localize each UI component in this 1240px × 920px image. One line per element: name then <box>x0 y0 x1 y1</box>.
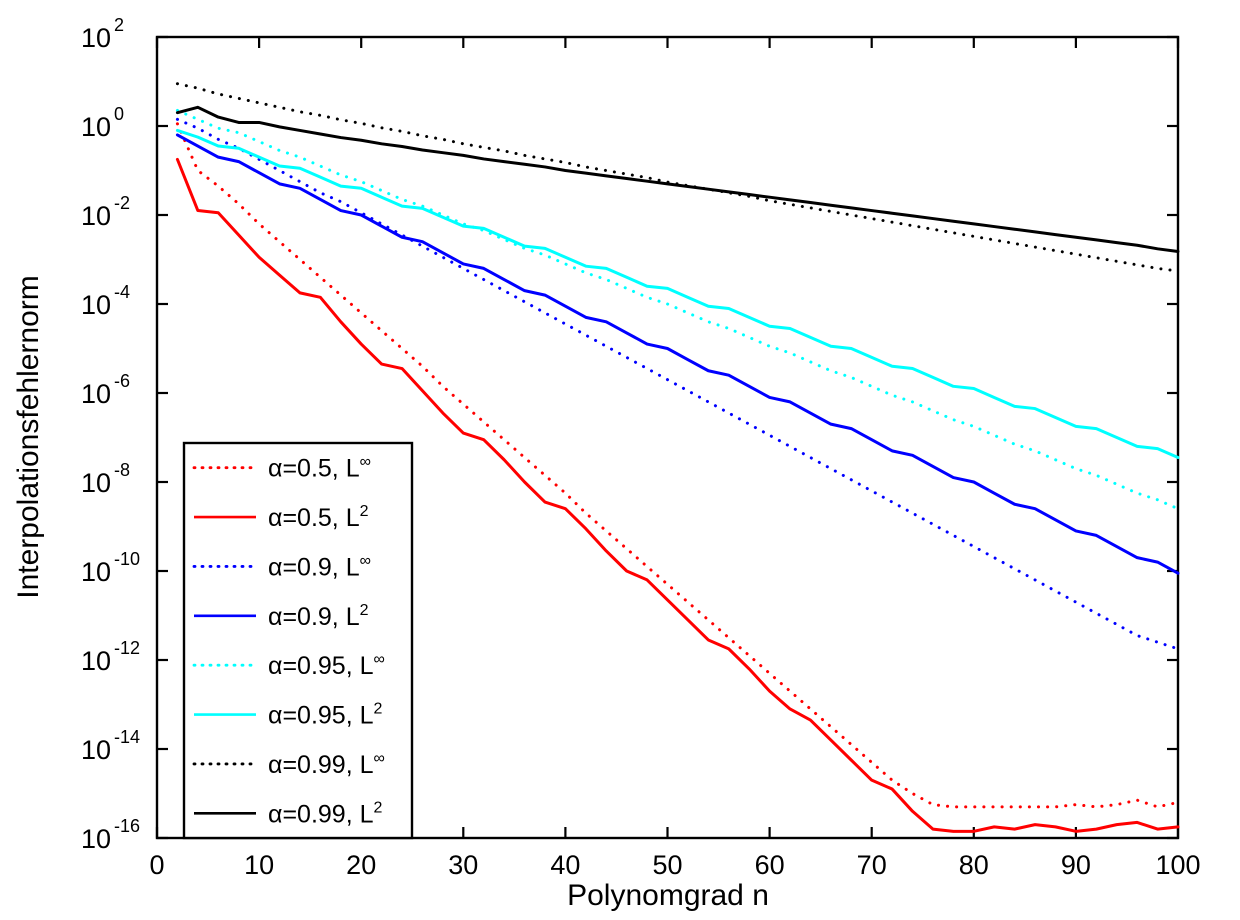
svg-text:-6: -6 <box>114 371 130 391</box>
legend-label: α=0.5, L2 <box>268 503 369 532</box>
y-tick-label: 10 -16 <box>81 816 140 854</box>
svg-text:10: 10 <box>81 735 111 765</box>
svg-text:-4: -4 <box>114 282 130 302</box>
svg-text:10: 10 <box>81 468 111 498</box>
y-tick-label: 10 -2 <box>81 193 130 231</box>
legend-entry[interactable]: α=0.9, L2 <box>194 602 369 631</box>
legend-box <box>182 441 414 840</box>
y-tick-label: 10 2 <box>81 15 124 53</box>
x-tick-label: 100 <box>1155 850 1200 880</box>
x-tick-label: 20 <box>346 850 376 880</box>
x-tick-label: 90 <box>1061 850 1091 880</box>
curve-alpha-0-9-linf <box>175 117 1180 651</box>
x-tick-label: 0 <box>149 850 164 880</box>
x-tick-label: 10 <box>244 850 274 880</box>
svg-text:-14: -14 <box>114 727 140 747</box>
x-tick-label: 40 <box>550 850 580 880</box>
svg-text:0: 0 <box>114 104 124 124</box>
curve-alpha-0-5-l2 <box>175 157 1180 833</box>
legend-entry[interactable]: α=0.99, L∞ <box>192 750 385 779</box>
legend-label: α=0.95, L∞ <box>268 651 385 680</box>
y-tick-label: 10 -8 <box>81 460 130 498</box>
y-axis-label: Interpolationsfehlernorm <box>12 275 45 599</box>
curve-alpha-0-99-l2 <box>175 105 1180 253</box>
curve-alpha-0-5-linf <box>175 122 1180 809</box>
svg-text:10: 10 <box>81 557 111 587</box>
y-tick-label: 10 0 <box>81 104 124 142</box>
svg-text:10: 10 <box>81 379 111 409</box>
svg-text:10: 10 <box>81 201 111 231</box>
svg-text:10: 10 <box>81 112 111 142</box>
svg-text:10: 10 <box>81 23 111 53</box>
svg-text:10: 10 <box>81 646 111 676</box>
x-tick-label: 80 <box>959 850 989 880</box>
legend-entry[interactable]: α=0.5, L2 <box>194 503 369 532</box>
svg-text:10: 10 <box>81 824 111 854</box>
legend-entry[interactable]: α=0.5, L∞ <box>192 454 371 483</box>
svg-text:-16: -16 <box>114 816 140 836</box>
curve-alpha-0-95-l2 <box>175 128 1180 460</box>
y-tick-label: 10 -14 <box>81 727 140 765</box>
svg-text:-2: -2 <box>114 193 130 213</box>
svg-text:-12: -12 <box>114 638 140 658</box>
y-tick-label: 10 -6 <box>81 371 130 409</box>
x-tick-label: 70 <box>857 850 887 880</box>
chart-legend[interactable]: α=0.5, L∞ α=0.5, L2 α=0.9, L∞ α=0.9, L2 α=0.… <box>182 441 414 840</box>
y-tick-label: 10 -12 <box>81 638 140 676</box>
legend-label: α=0.9, L2 <box>268 602 369 631</box>
data-curves <box>175 82 1180 833</box>
svg-text:2: 2 <box>114 15 124 35</box>
legend-label: α=0.9, L∞ <box>268 552 371 581</box>
x-axis-label: Polynomgrad n <box>567 879 769 912</box>
legend-entry[interactable]: α=0.99, L2 <box>194 799 383 828</box>
x-tick-label: 30 <box>448 850 478 880</box>
curve-alpha-0-9-l2 <box>175 133 1180 575</box>
legend-label: α=0.95, L2 <box>268 701 383 730</box>
legend-entry[interactable]: α=0.9, L∞ <box>192 552 371 581</box>
legend-entry[interactable]: α=0.95, L∞ <box>192 651 385 680</box>
legend-label: α=0.99, L2 <box>268 799 383 828</box>
x-tick-label: 60 <box>755 850 785 880</box>
x-tick-label: 50 <box>652 850 682 880</box>
legend-label: α=0.5, L∞ <box>268 454 371 483</box>
y-tick-label: 10 -10 <box>81 549 140 587</box>
y-tick-label: 10 -4 <box>81 282 130 320</box>
svg-text:10: 10 <box>81 290 111 320</box>
legend-entry[interactable]: α=0.95, L2 <box>194 701 383 730</box>
svg-text:-10: -10 <box>114 549 140 569</box>
legend-label: α=0.99, L∞ <box>268 750 385 779</box>
svg-text:-8: -8 <box>114 460 130 480</box>
